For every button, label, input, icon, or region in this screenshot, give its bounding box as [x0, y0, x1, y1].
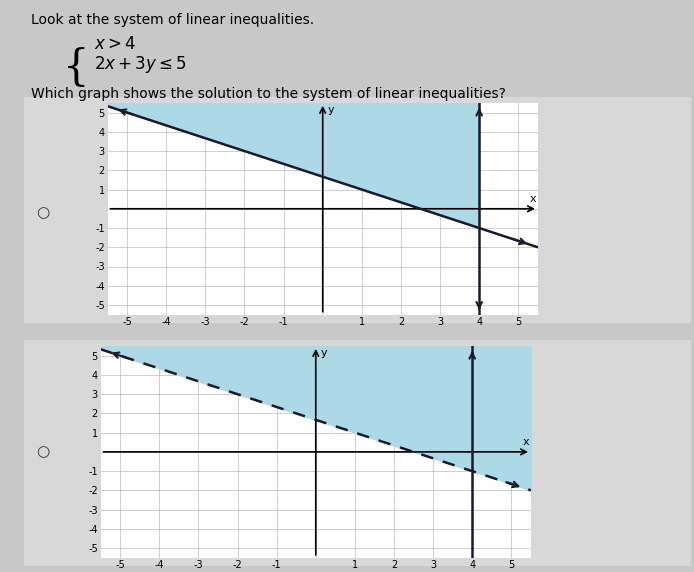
Text: x: x	[523, 437, 529, 447]
Text: {: {	[62, 47, 89, 89]
Text: Look at the system of linear inequalities.: Look at the system of linear inequalitie…	[31, 13, 314, 26]
Text: Which graph shows the solution to the system of linear inequalities?: Which graph shows the solution to the sy…	[31, 87, 506, 101]
Text: ○: ○	[36, 205, 49, 220]
Text: ○: ○	[36, 444, 49, 459]
Text: $x > 4$: $x > 4$	[94, 35, 136, 53]
Text: y: y	[321, 348, 327, 358]
Text: $2x + 3y \leq 5$: $2x + 3y \leq 5$	[94, 54, 187, 76]
Text: y: y	[328, 105, 334, 115]
Text: x: x	[530, 194, 536, 204]
